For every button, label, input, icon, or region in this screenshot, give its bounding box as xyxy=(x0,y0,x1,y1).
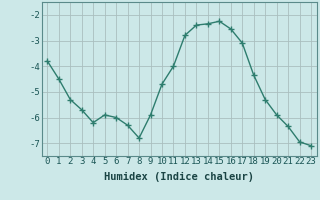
X-axis label: Humidex (Indice chaleur): Humidex (Indice chaleur) xyxy=(104,172,254,182)
